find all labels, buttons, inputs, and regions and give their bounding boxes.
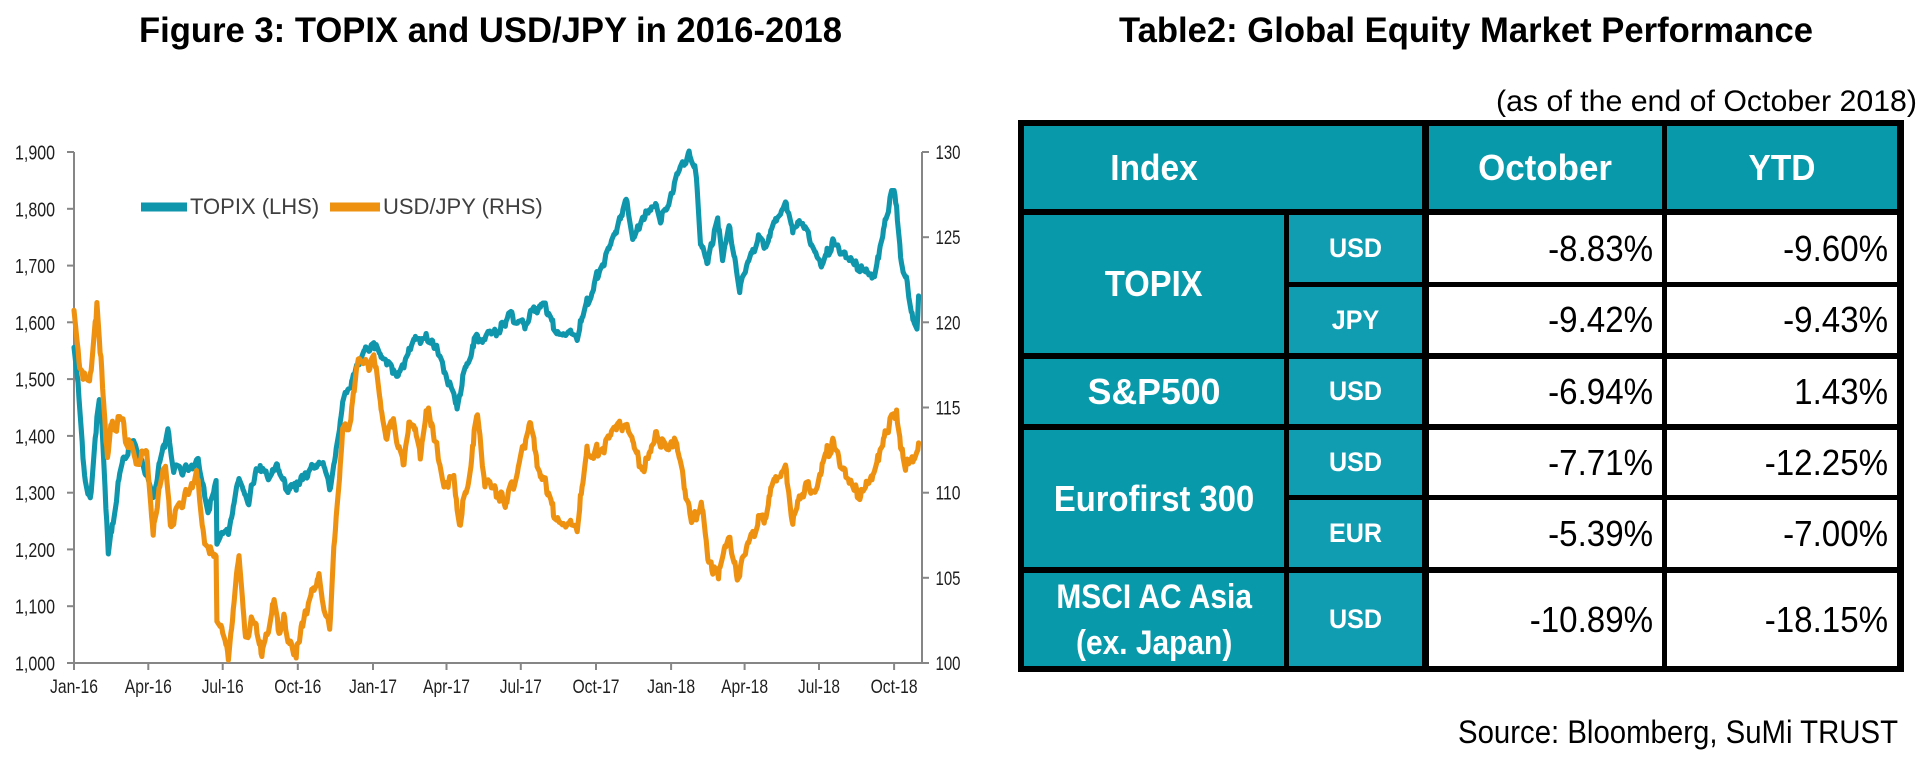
svg-text:Table2: Global Equity Market P: Table2: Global Equity Market Performance: [1119, 11, 1813, 50]
svg-text:Jul-16: Jul-16: [202, 676, 244, 698]
svg-text:Apr-16: Apr-16: [125, 676, 172, 698]
svg-text:100: 100: [936, 653, 961, 675]
svg-text:115: 115: [936, 398, 961, 420]
svg-text:Oct-18: Oct-18: [871, 676, 918, 698]
svg-text:Oct-17: Oct-17: [573, 676, 620, 698]
svg-text:130: 130: [936, 142, 961, 164]
svg-text:Jul-17: Jul-17: [500, 676, 542, 698]
svg-text:Source: Bloomberg, SuMi TRUST: Source: Bloomberg, SuMi TRUST: [1458, 714, 1898, 750]
svg-text:1,000: 1,000: [15, 654, 55, 676]
svg-text:Jan-17: Jan-17: [349, 676, 397, 698]
svg-text:(as of the end of October 2018: (as of the end of October 2018): [1496, 85, 1917, 118]
svg-text:1,400: 1,400: [15, 426, 55, 448]
svg-text:Figure 3: TOPIX and USD/JPY in: Figure 3: TOPIX and USD/JPY in 2016-2018: [139, 11, 842, 50]
svg-text:1,300: 1,300: [15, 483, 55, 505]
svg-text:1,200: 1,200: [15, 540, 55, 562]
svg-text:120: 120: [936, 312, 961, 334]
svg-text:1,700: 1,700: [15, 256, 55, 278]
svg-text:TOPIX (LHS): TOPIX (LHS): [190, 194, 319, 219]
svg-text:125: 125: [936, 227, 961, 249]
svg-text:1,800: 1,800: [15, 199, 55, 221]
svg-text:USD/JPY (RHS): USD/JPY (RHS): [383, 194, 543, 219]
svg-text:110: 110: [936, 483, 961, 505]
svg-text:1,100: 1,100: [15, 597, 55, 619]
svg-text:105: 105: [936, 568, 961, 590]
svg-text:Apr-18: Apr-18: [721, 676, 768, 698]
svg-text:1,900: 1,900: [15, 143, 55, 165]
svg-text:1,500: 1,500: [15, 370, 55, 392]
svg-text:Apr-17: Apr-17: [423, 676, 470, 698]
svg-text:Oct-16: Oct-16: [274, 676, 321, 698]
svg-text:Jan-16: Jan-16: [50, 676, 98, 698]
svg-text:Jul-18: Jul-18: [798, 676, 840, 698]
svg-text:1,600: 1,600: [15, 313, 55, 335]
svg-text:Jan-18: Jan-18: [647, 676, 695, 698]
